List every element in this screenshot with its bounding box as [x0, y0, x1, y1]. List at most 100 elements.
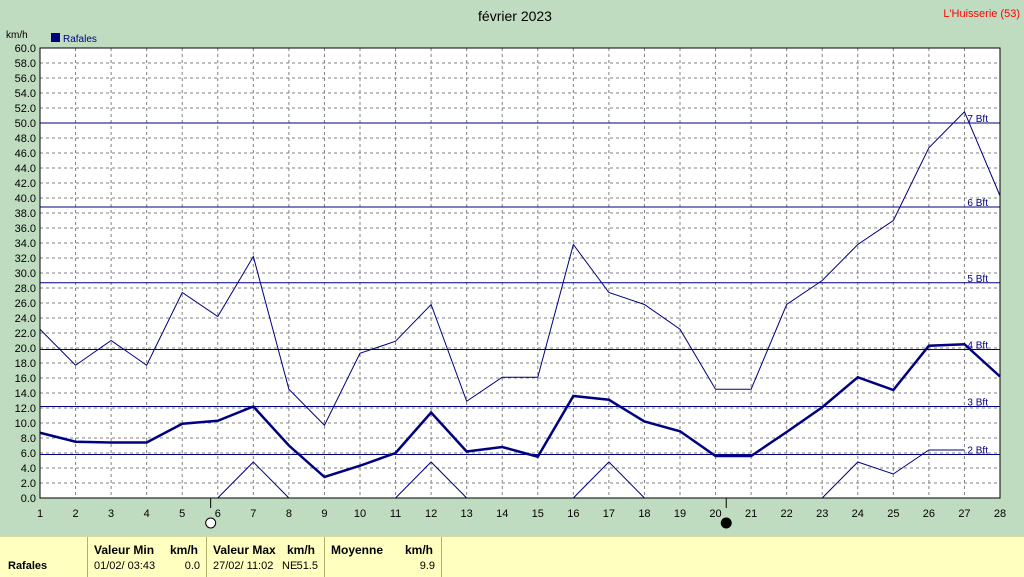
- x-tick-label: 9: [321, 508, 327, 520]
- x-tick-labels: 1 2 3 4 5 6 7 8 9 10 11 12 13 14 15 16 17 18 19 20 21 22 23 24 2…: [37, 508, 1006, 520]
- x-tick-label: 27: [958, 508, 970, 520]
- y-tick-label: 24.0: [15, 313, 36, 325]
- y-tick-label: 10.0: [15, 418, 36, 430]
- x-tick-label: 5: [179, 508, 185, 520]
- row-label: Rafales: [8, 560, 48, 572]
- max-header: Valeur Max: [213, 543, 276, 557]
- y-tick-label: 60.0: [15, 43, 36, 55]
- y-tick-label: 26.0: [15, 298, 36, 310]
- y-tick-label: 34.0: [15, 238, 36, 250]
- beaufort-label: 2 Bft: [967, 446, 988, 457]
- y-tick-label: 50.0: [15, 118, 36, 130]
- beaufort-label: 5 Bft: [967, 274, 988, 285]
- x-tick-label: 6: [215, 508, 221, 520]
- y-tick-label: 2.0: [21, 478, 36, 490]
- y-tick-label: 46.0: [15, 148, 36, 160]
- x-tick-label: 22: [781, 508, 793, 520]
- y-tick-label: 48.0: [15, 133, 36, 145]
- series-line-max: [39, 110, 1001, 427]
- y-tick-label: 30.0: [15, 268, 36, 280]
- beaufort-label: 3 Bft: [967, 398, 988, 409]
- y-tick-label: 40.0: [15, 193, 36, 205]
- y-tick-label: 54.0: [15, 88, 36, 100]
- horizontal-gridlines: [40, 47, 1000, 499]
- series-line-min: [395, 461, 468, 499]
- y-tick-label: 16.0: [15, 373, 36, 385]
- x-tick-label: 23: [816, 508, 828, 520]
- y-tick-label: 38.0: [15, 208, 36, 220]
- max-value: 51.5: [296, 560, 318, 572]
- summary-table: Rafales Valeur Min km/h 01/02/ 03:43 0.0…: [0, 536, 1024, 577]
- beaufort-label: 6 Bft: [967, 198, 988, 209]
- chart: 2 Bft 3 Bft 4 Bft 5 Bft 6 Bft 7 Bft 0.0 2.0 4.0…: [6, 8, 1020, 529]
- x-tick-label: 10: [354, 508, 366, 520]
- avg-value: 9.9: [419, 560, 435, 572]
- y-tick-label: 56.0: [15, 73, 36, 85]
- x-tick-label: 17: [603, 508, 615, 520]
- empty-cell: [441, 537, 1024, 577]
- y-tick-label: 14.0: [15, 388, 36, 400]
- new-moon-icon: [720, 517, 732, 529]
- x-tick-label: 7: [250, 508, 256, 520]
- x-tick-label: 21: [745, 508, 757, 520]
- x-tick-label: 8: [286, 508, 292, 520]
- y-tick-label: 32.0: [15, 253, 36, 265]
- station-label: L'Huisserie (53): [943, 8, 1020, 20]
- y-tick-label: 8.0: [21, 433, 36, 445]
- series-line-moyenne: [39, 342, 1001, 479]
- y-tick-label: 18.0: [15, 358, 36, 370]
- x-tick-label: 12: [425, 508, 437, 520]
- x-tick-label: 19: [674, 508, 686, 520]
- x-tick-label: 3: [108, 508, 114, 520]
- avg-header: Moyenne: [331, 543, 384, 557]
- legend-swatch: [51, 33, 60, 42]
- min-value: 0.0: [184, 560, 200, 572]
- series-line-min: [572, 461, 645, 499]
- min-unit: km/h: [170, 543, 199, 557]
- x-tick-label: 11: [390, 508, 401, 520]
- min-datetime: 01/02/ 03:43: [94, 560, 156, 572]
- x-tick-label: 2: [72, 508, 78, 520]
- x-tick-label: 14: [496, 508, 508, 520]
- y-tick-labels: 0.0 2.0 4.0 6.0 8.0 10.0 12.0 14.0 16.0 18.0 20.0 2…: [15, 43, 36, 505]
- x-tick-label: 20: [709, 508, 721, 520]
- max-direction: NE: [282, 560, 298, 572]
- series-lines: [39, 110, 1001, 499]
- row-label-cell: Rafales: [0, 537, 87, 577]
- y-tick-label: 6.0: [21, 448, 36, 460]
- x-tick-label: 24: [852, 508, 864, 520]
- y-tick-label: 22.0: [15, 328, 36, 340]
- x-tick-label: 25: [887, 508, 899, 520]
- max-cell: Valeur Max km/h 27/02/ 11:02 NE 51.5: [206, 537, 324, 577]
- plot-frame: [39, 47, 1001, 499]
- y-tick-label: 36.0: [15, 223, 36, 235]
- y-tick-label: 42.0: [15, 178, 36, 190]
- x-tick-label: 26: [923, 508, 935, 520]
- y-tick-label: 20.0: [15, 343, 36, 355]
- beaufort-label: 4 Bft: [967, 341, 988, 352]
- x-tick-label: 28: [994, 508, 1006, 520]
- y-tick-label: 52.0: [15, 103, 36, 115]
- series-line-min: [821, 449, 965, 499]
- x-tick-label: 16: [567, 508, 579, 520]
- x-tick-label: 4: [144, 508, 150, 520]
- min-header: Valeur Min: [94, 543, 155, 557]
- y-tick-label: 58.0: [15, 58, 36, 70]
- y-tick-label: 28.0: [15, 283, 36, 295]
- y-tick-label: 0.0: [21, 493, 36, 505]
- avg-unit: km/h: [405, 543, 434, 557]
- avg-cell: Moyenne km/h 9.9: [324, 537, 441, 577]
- legend-label: Rafales: [63, 34, 97, 45]
- y-tick-label: 44.0: [15, 163, 36, 175]
- y-tick-label: 4.0: [21, 463, 36, 475]
- chart-title: février 2023: [478, 8, 552, 24]
- min-cell: Valeur Min km/h 01/02/ 03:43 0.0: [87, 537, 206, 577]
- x-tick-label: 18: [638, 508, 650, 520]
- beaufort-label: 7 Bft: [967, 114, 988, 125]
- y-tick-label: 12.0: [15, 403, 36, 415]
- x-tick-label: 15: [532, 508, 544, 520]
- y-axis-unit: km/h: [6, 30, 28, 41]
- moon-phases: [205, 498, 732, 529]
- full-moon-icon: [205, 517, 217, 529]
- series-line-min: [217, 461, 290, 499]
